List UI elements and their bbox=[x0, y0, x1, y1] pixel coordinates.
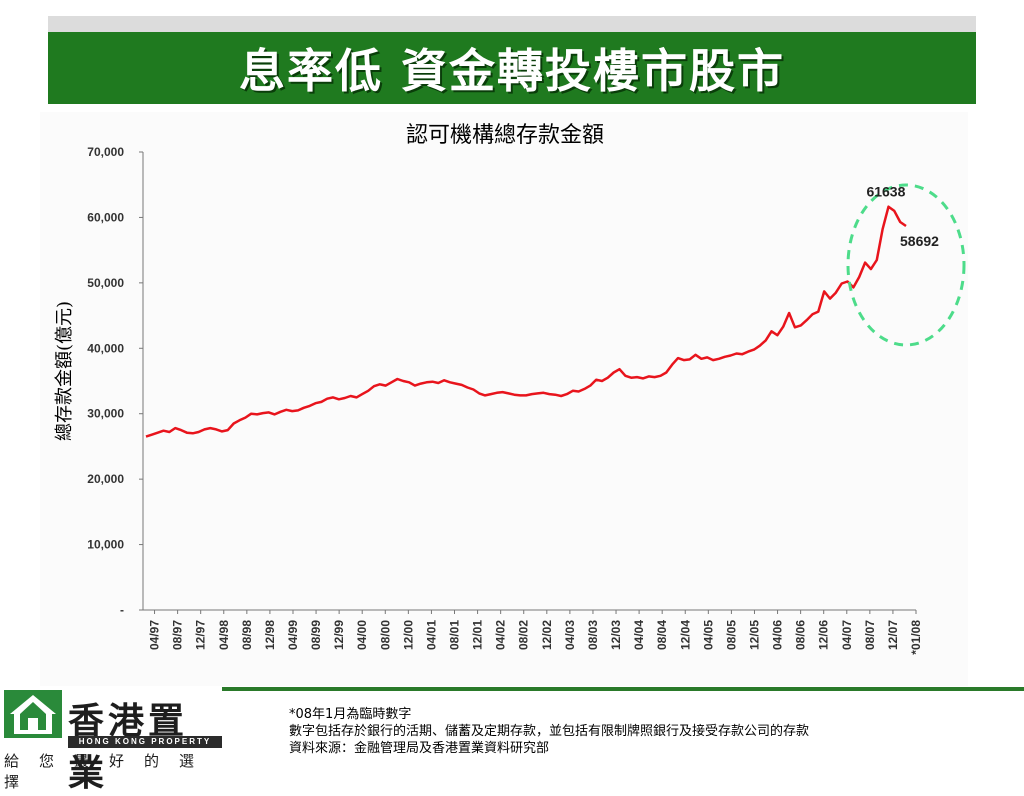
house-logo-icon bbox=[4, 690, 62, 738]
x-tick-label: 04/05 bbox=[701, 620, 715, 650]
x-tick-label: 04/02 bbox=[494, 620, 508, 650]
x-tick-label: *01/08 bbox=[909, 620, 923, 655]
x-tick-label: 08/97 bbox=[171, 620, 185, 650]
x-tick-label: 08/05 bbox=[724, 620, 738, 650]
company-logo: 香港置業 HONG KONG PROPERTY 給您最好的選擇 bbox=[0, 684, 225, 794]
x-tick-label: 12/02 bbox=[540, 620, 554, 650]
top-accent-strip bbox=[48, 16, 976, 32]
x-tick-label: 08/07 bbox=[863, 620, 877, 650]
x-tick-label: 12/04 bbox=[678, 620, 692, 650]
x-tick-label: 12/00 bbox=[401, 620, 415, 650]
x-tick-label: 04/07 bbox=[840, 620, 854, 650]
x-tick-label: 04/01 bbox=[424, 620, 438, 650]
slide-title: 息率低 資金轉投樓市股市 bbox=[238, 44, 785, 98]
x-tick-label: 04/97 bbox=[148, 620, 162, 650]
footnotes: *08年1月為臨時數字 數字包括存於銀行的活期、儲蓄及定期存款，並包括有限制牌照… bbox=[289, 706, 809, 757]
y-tick-label: 20,000 bbox=[87, 472, 124, 486]
x-tick-label: 12/99 bbox=[332, 620, 346, 650]
chart-panel: 認可機構總存款金額總存款金額(億元) - 10,000 20,000 30,000 40,… bbox=[40, 112, 968, 686]
x-tick-label: 04/99 bbox=[286, 620, 300, 650]
y-tick-label: 10,000 bbox=[87, 538, 124, 552]
x-tick-label: 08/99 bbox=[309, 620, 323, 650]
x-tick-label: 08/03 bbox=[586, 620, 600, 650]
x-tick-label: 12/01 bbox=[471, 620, 485, 650]
x-tick-label: 12/97 bbox=[194, 620, 208, 650]
footer-divider bbox=[222, 687, 1024, 691]
y-tick-label: 50,000 bbox=[87, 276, 124, 290]
y-axis-label: 總存款金額(億元) bbox=[54, 301, 75, 441]
x-tick-label: 04/03 bbox=[563, 620, 577, 650]
deposit-series-line bbox=[145, 205, 907, 438]
y-tick-label: 30,000 bbox=[87, 407, 124, 421]
logo-english-name: HONG KONG PROPERTY bbox=[68, 736, 222, 748]
y-tick-label: 60,000 bbox=[87, 210, 124, 224]
y-tick-label: 70,000 bbox=[87, 145, 124, 159]
x-tick-label: 12/05 bbox=[747, 620, 761, 650]
title-bar: 息率低 資金轉投樓市股市 bbox=[48, 32, 976, 104]
chart-title: 認可機構總存款金額 bbox=[406, 123, 604, 148]
highlight-circle bbox=[846, 183, 966, 347]
footnote-definition: 數字包括存於銀行的活期、儲蓄及定期存款，並包括有限制牌照銀行及接受存款公司的存款 bbox=[289, 724, 810, 739]
x-tick-label: 12/98 bbox=[263, 620, 277, 650]
x-tick-label: 04/06 bbox=[771, 620, 785, 650]
x-tick-label: 08/00 bbox=[378, 620, 392, 650]
footnote-source: 資料來源：金融管理局及香港置業資料研究部 bbox=[289, 741, 550, 756]
x-tick-label: 08/02 bbox=[517, 620, 531, 650]
x-tick-label: 04/00 bbox=[355, 620, 369, 650]
x-tick-label: 08/01 bbox=[448, 620, 462, 650]
peak-value-label: 61638 bbox=[866, 184, 905, 200]
y-tick-label: 40,000 bbox=[87, 341, 124, 355]
x-tick-label: 12/07 bbox=[886, 620, 900, 650]
y-tick-label: - bbox=[120, 603, 124, 617]
x-tick-label: 12/06 bbox=[817, 620, 831, 650]
logo-slogan: 給您最好的選擇 bbox=[4, 752, 215, 791]
x-tick-label: 08/98 bbox=[240, 620, 254, 650]
footnote-provisional: *08年1月為臨時數字 bbox=[289, 707, 412, 722]
latest-value-label: 58692 bbox=[900, 233, 939, 249]
x-tick-label: 12/03 bbox=[609, 620, 623, 650]
x-tick-label: 08/04 bbox=[655, 620, 669, 650]
x-tick-label: 08/06 bbox=[794, 620, 808, 650]
x-tick-label: 04/04 bbox=[632, 620, 646, 650]
x-tick-label: 04/98 bbox=[217, 620, 231, 650]
